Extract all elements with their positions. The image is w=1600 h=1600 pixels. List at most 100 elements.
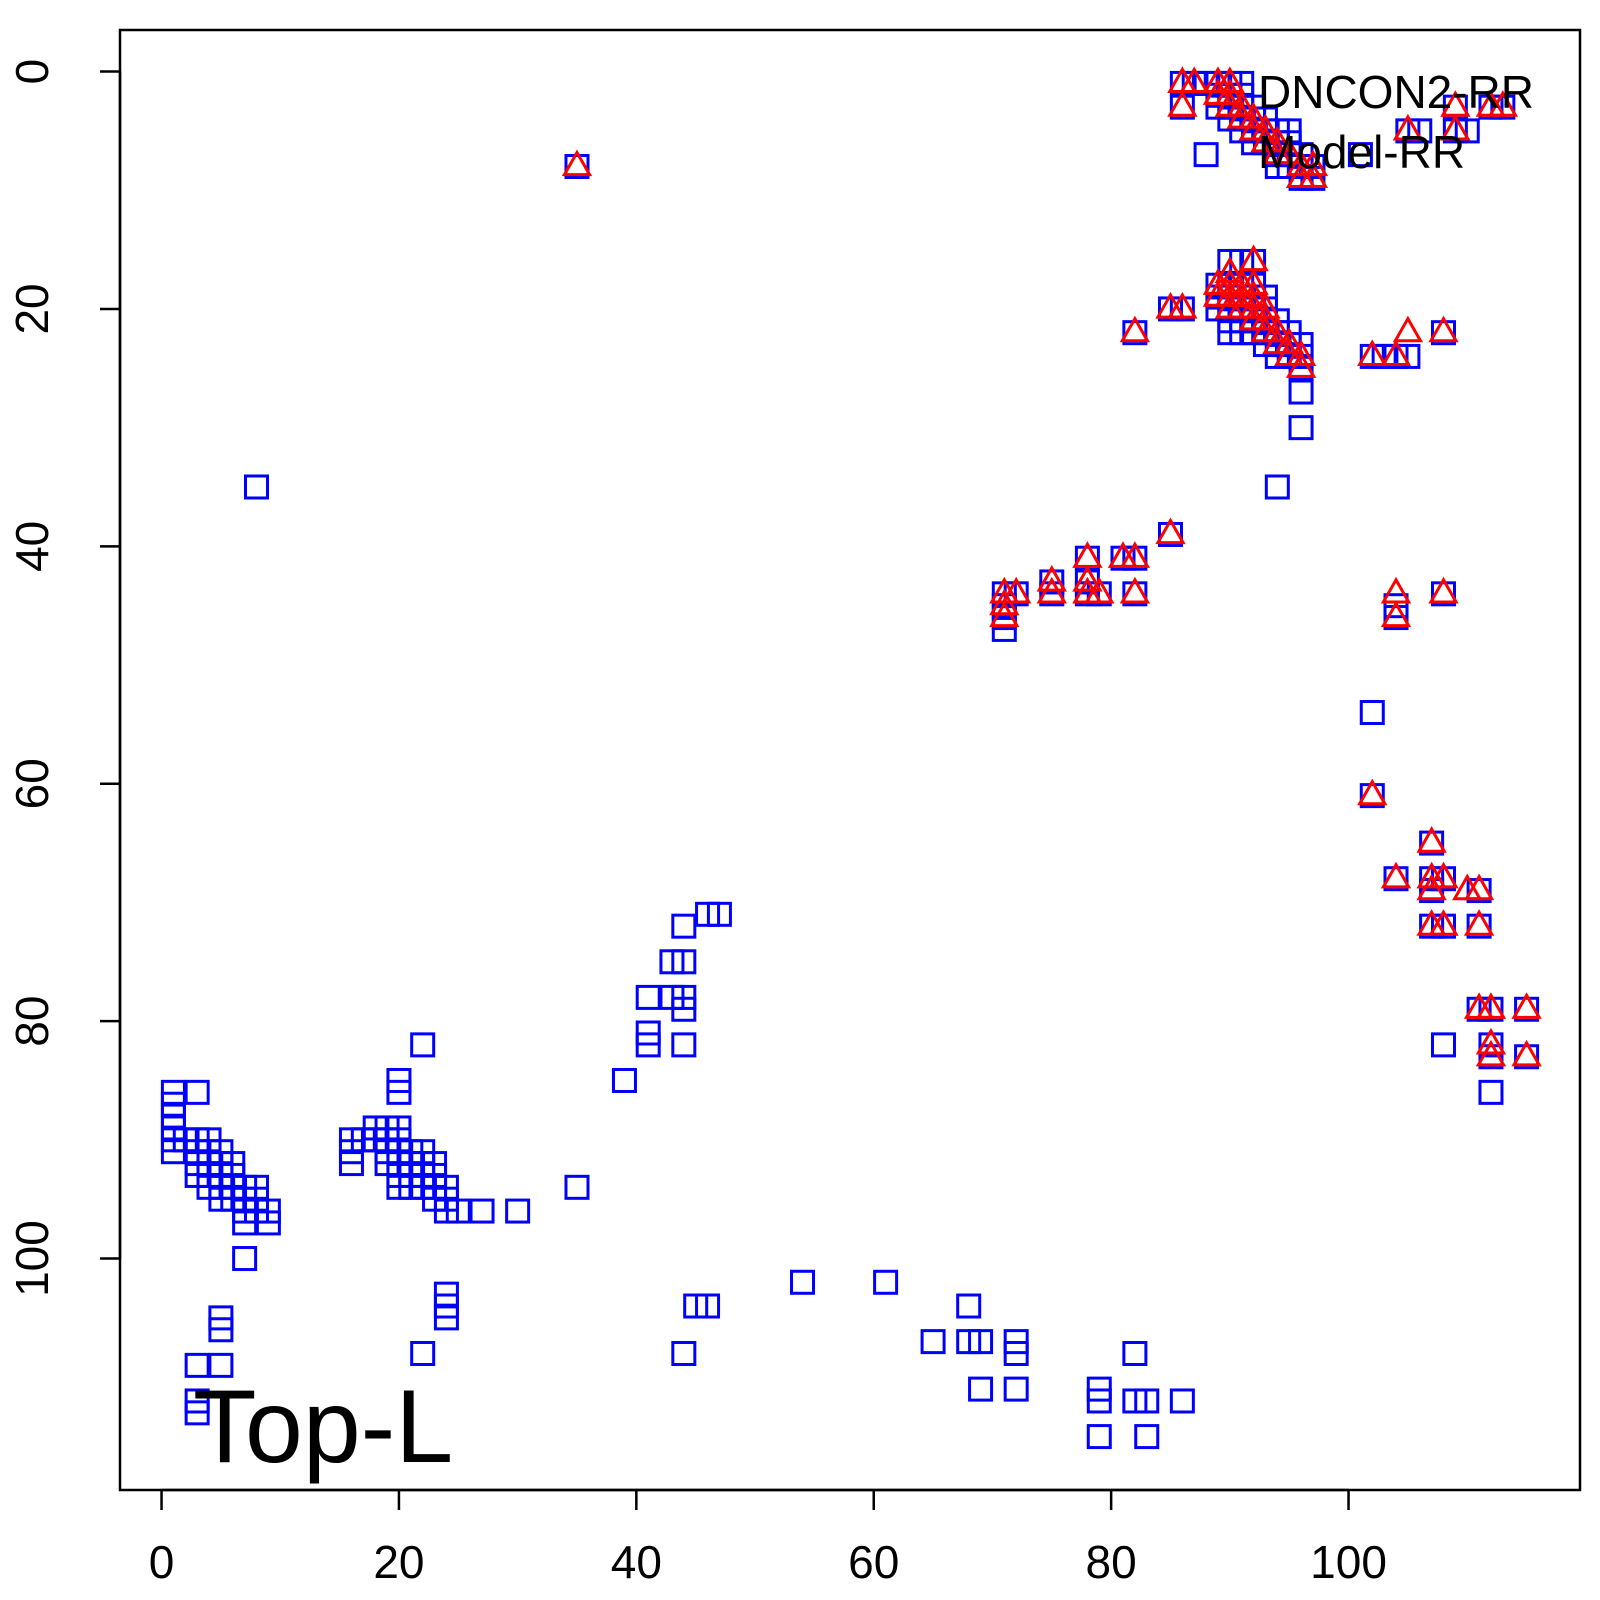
- series-model-rr: [561, 66, 1542, 1067]
- data-point-triangle: [989, 588, 1020, 616]
- data-point-triangle: [1262, 125, 1293, 153]
- data-point-triangle: [1274, 137, 1305, 165]
- data-point-triangle: [1428, 315, 1459, 343]
- x-tick-label: 20: [373, 1536, 424, 1588]
- data-point-triangle: [561, 149, 593, 177]
- legend-label-dncon2-rr: DNCON2-RR: [1258, 66, 1534, 118]
- data-point-square: [671, 913, 697, 939]
- chart-annotation: Top-L: [193, 1369, 453, 1485]
- data-point-square: [1134, 1388, 1160, 1414]
- data-point-triangle: [1250, 113, 1281, 141]
- data-point-triangle: [1036, 576, 1067, 604]
- data-point-triangle: [1000, 576, 1032, 604]
- data-point-triangle: [1392, 113, 1424, 141]
- x-tick-label: 60: [848, 1536, 899, 1588]
- y-tick-label: 20: [6, 283, 58, 334]
- data-point-triangle: [1250, 303, 1281, 331]
- data-point-square: [564, 1174, 590, 1200]
- data-point-square: [184, 1400, 210, 1426]
- data-point-square: [505, 1198, 531, 1224]
- data-point-square: [208, 1352, 234, 1378]
- data-point-square: [160, 1139, 186, 1165]
- data-point-triangle: [1072, 564, 1103, 592]
- data-point-triangle: [1119, 315, 1151, 343]
- y-tick-label: 80: [6, 996, 58, 1047]
- data-point-square: [671, 949, 697, 975]
- x-axis: 0 20 40 60 80 100: [149, 1488, 1387, 1588]
- data-point-square: [1086, 1388, 1112, 1414]
- data-point-triangle: [1084, 576, 1115, 604]
- data-point-square: [920, 1329, 946, 1355]
- data-point-triangle: [1357, 339, 1388, 367]
- data-point-square: [1359, 700, 1385, 726]
- data-point-square: [790, 1269, 816, 1295]
- data-point-square: [445, 1198, 471, 1224]
- data-point-triangle: [1440, 113, 1471, 141]
- data-point-square: [1003, 1340, 1029, 1366]
- data-point-square: [968, 1329, 994, 1355]
- data-point-square: [1347, 142, 1373, 168]
- x-tick-label: 80: [1086, 1536, 1137, 1588]
- data-point-triangle: [989, 600, 1020, 628]
- data-point-square: [1454, 118, 1480, 144]
- data-point-square: [671, 996, 697, 1022]
- data-point-square: [208, 1317, 234, 1343]
- data-point-square: [1395, 343, 1421, 369]
- x-tick-label: 0: [149, 1536, 175, 1588]
- x-tick-label: 100: [1310, 1536, 1387, 1588]
- data-point-square: [1134, 1424, 1160, 1450]
- data-point-square: [873, 1269, 899, 1295]
- data-point-triangle: [1428, 861, 1459, 889]
- data-point-triangle: [1285, 339, 1317, 367]
- data-point-square: [695, 1293, 721, 1319]
- data-point-square: [1264, 474, 1290, 500]
- data-point-triangle: [1380, 576, 1412, 604]
- data-point-triangle: [1428, 909, 1459, 936]
- data-point-triangle: [1380, 339, 1412, 367]
- data-point-triangle: [1463, 873, 1495, 901]
- data-point-triangle: [1416, 873, 1447, 901]
- y-axis: 0 20 40 60 80 100: [6, 59, 122, 1297]
- data-point-square: [956, 1293, 982, 1319]
- data-point-triangle: [1297, 161, 1329, 188]
- legend: DNCON2-RR Model-RR: [1258, 66, 1534, 178]
- data-point-triangle: [1119, 541, 1151, 568]
- data-point-triangle: [1475, 1039, 1507, 1067]
- data-point-square: [410, 1032, 436, 1058]
- data-point-square: [410, 1340, 436, 1366]
- y-tick-label: 60: [6, 758, 58, 809]
- data-point-square: [706, 901, 732, 927]
- y-tick-label: 100: [6, 1220, 58, 1297]
- data-point-triangle: [1036, 564, 1067, 592]
- data-point-square: [255, 1210, 281, 1236]
- data-point-square: [671, 1032, 697, 1058]
- data-point-square: [1193, 142, 1219, 168]
- data-point-triangle: [1357, 778, 1388, 806]
- data-point-square: [1407, 118, 1433, 144]
- data-point-triangle: [1380, 861, 1412, 889]
- data-point-triangle: [1475, 1027, 1507, 1055]
- y-tick-label: 40: [6, 521, 58, 572]
- data-point-triangle: [1511, 1039, 1542, 1067]
- data-point-triangle: [1392, 315, 1424, 343]
- data-point-triangle: [1475, 992, 1507, 1019]
- data-point-triangle: [1214, 78, 1246, 105]
- data-point-triangle: [1226, 90, 1257, 117]
- data-point-square: [1288, 379, 1314, 405]
- data-point-triangle: [1167, 291, 1198, 319]
- data-point-square: [232, 1246, 258, 1272]
- data-point-square: [1288, 415, 1314, 441]
- data-point-square: [244, 474, 270, 500]
- data-point-square: [1169, 1388, 1195, 1414]
- data-point-square: [635, 1032, 661, 1058]
- data-point-triangle: [1416, 826, 1447, 853]
- data-point-triangle: [1167, 90, 1198, 117]
- data-point-triangle: [1380, 600, 1412, 628]
- data-point-square: [469, 1198, 495, 1224]
- data-point-square: [1122, 1340, 1148, 1366]
- data-point-square: [991, 616, 1017, 642]
- data-point-triangle: [1285, 351, 1317, 378]
- data-point-triangle: [1238, 101, 1269, 129]
- data-point-triangle: [1262, 315, 1293, 343]
- data-point-square: [1478, 1079, 1504, 1105]
